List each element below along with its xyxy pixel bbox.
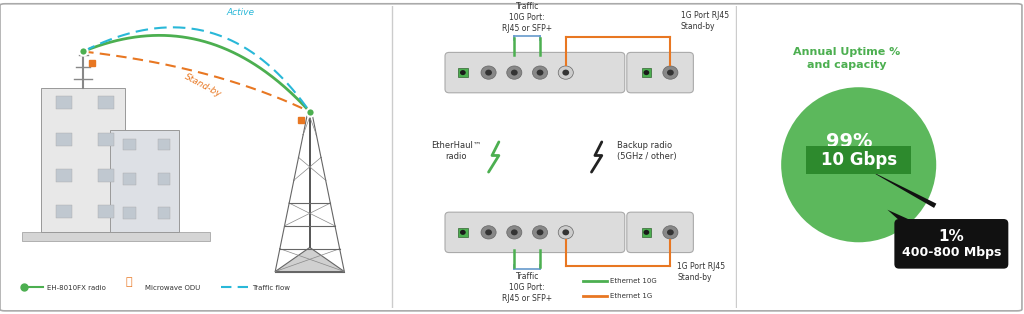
- Bar: [158, 173, 170, 185]
- Bar: [158, 139, 170, 150]
- Circle shape: [485, 229, 492, 236]
- Circle shape: [663, 226, 678, 239]
- Bar: [98, 133, 114, 146]
- Circle shape: [460, 230, 466, 235]
- Text: Ethernet 10G: Ethernet 10G: [610, 278, 657, 284]
- FancyBboxPatch shape: [627, 52, 693, 93]
- Circle shape: [460, 70, 466, 75]
- Circle shape: [481, 226, 496, 239]
- Text: 400-800 Mbps: 400-800 Mbps: [902, 246, 1001, 259]
- Polygon shape: [22, 232, 210, 241]
- Bar: [56, 96, 72, 109]
- Circle shape: [511, 229, 518, 236]
- Text: Ethernet 1G: Ethernet 1G: [610, 293, 652, 299]
- Text: 1G Port RJ45
Stand-by: 1G Port RJ45 Stand-by: [681, 11, 729, 31]
- FancyBboxPatch shape: [445, 212, 625, 252]
- Bar: [56, 169, 72, 182]
- Circle shape: [511, 70, 518, 76]
- FancyBboxPatch shape: [0, 4, 1022, 311]
- Bar: [123, 207, 135, 219]
- Bar: [56, 133, 72, 146]
- Bar: [158, 207, 170, 219]
- Circle shape: [481, 66, 496, 79]
- Circle shape: [667, 70, 674, 76]
- Text: Active: Active: [226, 8, 255, 17]
- Bar: [41, 88, 126, 232]
- Circle shape: [532, 66, 548, 79]
- FancyBboxPatch shape: [627, 212, 693, 252]
- Text: Traffic
10G Port:
RJ45 or SFP+: Traffic 10G Port: RJ45 or SFP+: [502, 272, 552, 303]
- Circle shape: [507, 66, 522, 79]
- Circle shape: [643, 230, 649, 235]
- Circle shape: [558, 226, 573, 239]
- Bar: [98, 169, 114, 182]
- Bar: [123, 139, 135, 150]
- Bar: [98, 96, 114, 109]
- FancyBboxPatch shape: [894, 219, 1009, 269]
- Circle shape: [562, 70, 569, 76]
- Bar: [56, 205, 72, 218]
- Wedge shape: [781, 87, 936, 242]
- Bar: [111, 130, 179, 232]
- Polygon shape: [888, 210, 919, 224]
- Text: 1G Port RJ45
Stand-by: 1G Port RJ45 Stand-by: [677, 262, 725, 282]
- Circle shape: [562, 229, 569, 236]
- Bar: [123, 173, 135, 185]
- Circle shape: [537, 229, 544, 236]
- Text: EH-8010FX radio: EH-8010FX radio: [47, 285, 105, 291]
- Bar: [458, 228, 468, 236]
- Bar: [642, 228, 651, 236]
- Circle shape: [558, 66, 573, 79]
- Wedge shape: [867, 169, 936, 208]
- FancyBboxPatch shape: [806, 146, 911, 174]
- Bar: [458, 68, 468, 77]
- Bar: [98, 205, 114, 218]
- Circle shape: [532, 226, 548, 239]
- Circle shape: [663, 66, 678, 79]
- FancyBboxPatch shape: [445, 52, 625, 93]
- Text: ⦿: ⦿: [126, 277, 132, 287]
- Text: Traffic flow: Traffic flow: [252, 285, 290, 291]
- Text: EtherHaul™
radio: EtherHaul™ radio: [431, 141, 481, 161]
- Circle shape: [537, 70, 544, 76]
- Text: 10 Gbps: 10 Gbps: [820, 151, 897, 169]
- Circle shape: [667, 229, 674, 236]
- Text: Stand-by: Stand-by: [183, 72, 223, 99]
- Text: 1%: 1%: [938, 230, 965, 245]
- Text: Microwave ODU: Microwave ODU: [144, 285, 200, 291]
- Text: Traffic
10G Port:
RJ45 or SFP+: Traffic 10G Port: RJ45 or SFP+: [502, 2, 552, 33]
- Circle shape: [643, 70, 649, 75]
- Polygon shape: [275, 247, 344, 272]
- Circle shape: [507, 226, 522, 239]
- Bar: [642, 68, 651, 77]
- Text: Backup radio
(5GHz / other): Backup radio (5GHz / other): [617, 141, 677, 161]
- Text: 99%: 99%: [826, 132, 872, 151]
- Text: Annual Uptime %
and capacity: Annual Uptime % and capacity: [794, 47, 901, 70]
- Circle shape: [485, 70, 492, 76]
